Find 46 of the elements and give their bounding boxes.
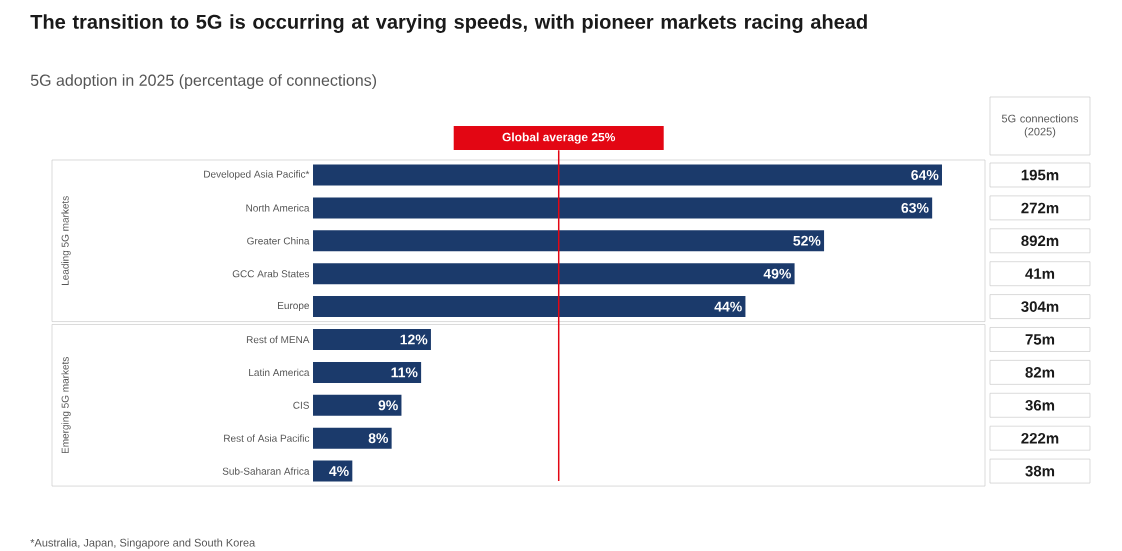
data-label: 49% (763, 268, 791, 279)
chart-title: The transition to 5G is occurring at varying speeds, with pioneer markets racing ahead (30, 14, 867, 33)
text: 272m (1021, 202, 1059, 214)
text: 75m (1025, 334, 1055, 345)
text: 195m (1021, 169, 1059, 181)
y-tick-label: Sub-Saharan Africa (222, 467, 310, 475)
data-label: 4% (329, 466, 349, 477)
data-label: 44% (714, 301, 742, 312)
bar (313, 164, 942, 186)
bar (313, 197, 933, 219)
y-tick-label: Greater China (247, 237, 310, 245)
y-tick-label: Rest of MENA (246, 335, 310, 344)
bar (313, 328, 431, 350)
text: 82m (1025, 367, 1055, 378)
data-label: 52% (793, 235, 821, 246)
bar (313, 427, 392, 449)
text: Leading 5G markets (61, 196, 71, 285)
bar (313, 296, 746, 318)
y-tick-label: Developed Asia Pacific* (204, 170, 310, 180)
y-tick-label: Latin America (249, 368, 310, 377)
y-tick-label: GCC Arab States (232, 270, 310, 278)
text: 304m (1021, 301, 1059, 312)
data-label: 64% (911, 170, 939, 180)
y-tick-label: Rest of Asia Pacific (224, 434, 310, 442)
y-tick-label: CIS (293, 401, 310, 409)
data-label: 12% (400, 334, 428, 345)
text: *Australia, Japan, Singapore and South Korea (30, 538, 256, 549)
text: 41m (1025, 268, 1055, 279)
bar (313, 394, 402, 416)
data-label: 11% (391, 367, 418, 378)
data-label: 9% (378, 400, 398, 411)
text: Emerging 5G markets (61, 357, 71, 454)
text: 38m (1025, 465, 1055, 477)
chart-subtitle: 5G adoption in 2025 (percentage of connections) (30, 74, 377, 90)
text: 36m (1025, 399, 1055, 411)
y-tick-label: North America (246, 204, 310, 212)
y-tick-label: Europe (278, 302, 310, 312)
ref-line-label: Global average 25% (502, 132, 616, 144)
text: 892m (1021, 235, 1059, 247)
bar (313, 263, 795, 285)
bar (313, 361, 422, 383)
bar (313, 230, 825, 252)
data-label: 63% (901, 202, 929, 213)
text: 222m (1021, 432, 1059, 444)
data-label: 8% (368, 433, 389, 444)
text: 5G connections (2025) (1001, 114, 1079, 138)
